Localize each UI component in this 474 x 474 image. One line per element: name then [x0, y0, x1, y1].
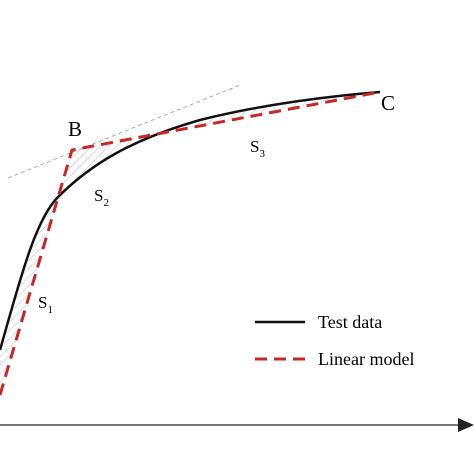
point-label: B: [68, 117, 82, 141]
axis-arrow: [458, 418, 474, 432]
legend-label: Test data: [318, 312, 382, 332]
region-label: S3: [250, 137, 265, 160]
linear-model: [0, 90, 381, 396]
tangent-line: [7, 84, 241, 179]
region-label: S2: [94, 186, 109, 209]
point-label: C: [381, 91, 395, 115]
region-label: S1: [38, 293, 53, 316]
test-curve: [0, 90, 381, 351]
legend-label: Linear model: [318, 349, 414, 369]
